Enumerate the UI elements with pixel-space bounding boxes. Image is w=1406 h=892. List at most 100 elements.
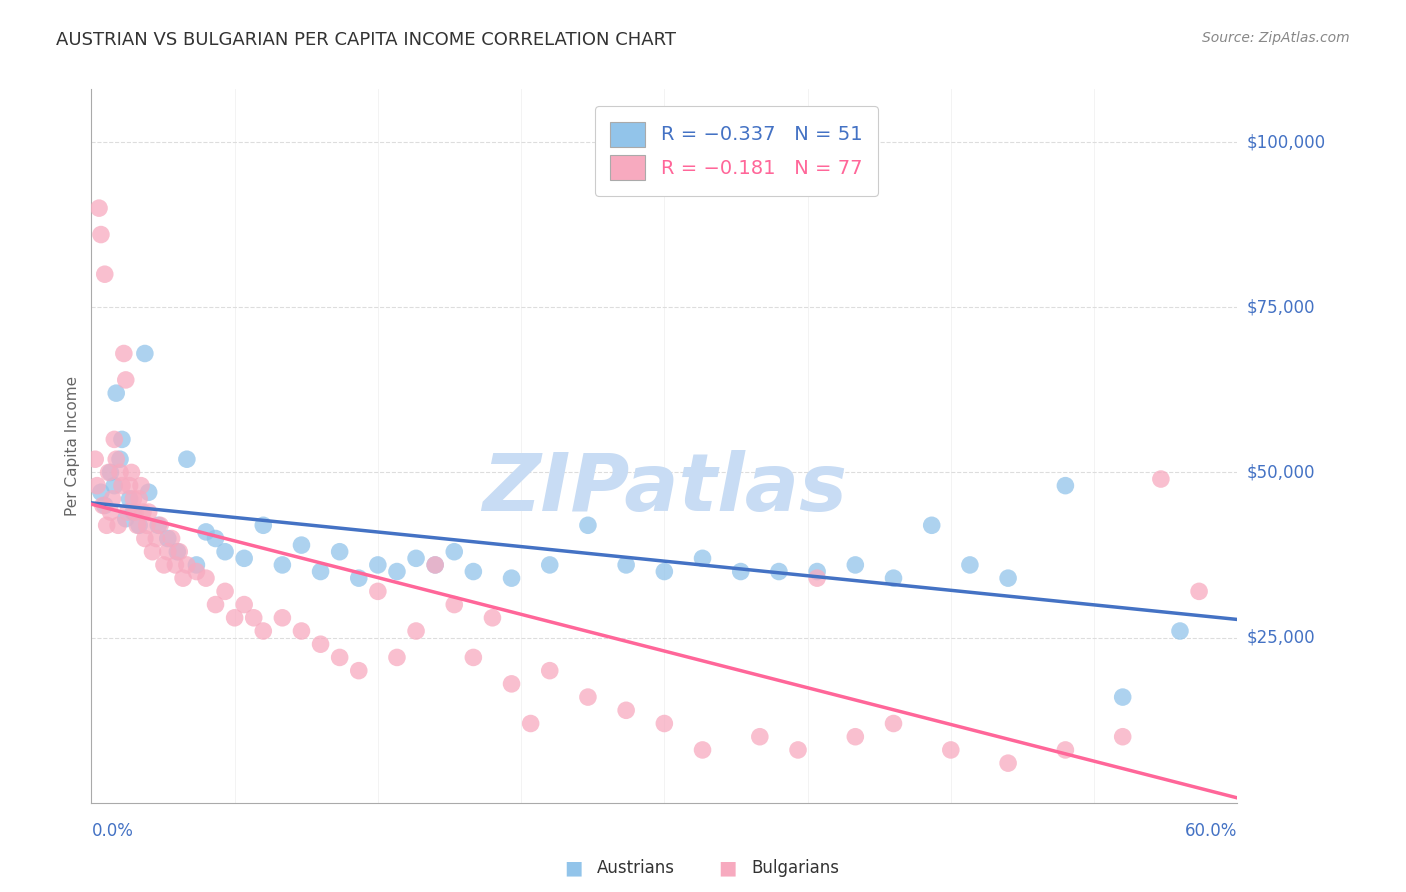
Point: [921, 518, 943, 533]
Point: [160, 532, 183, 546]
Point: [90, 485, 112, 500]
Point: [271, 558, 294, 572]
Point: [156, 545, 179, 559]
Point: [156, 532, 179, 546]
Point: [1188, 584, 1211, 599]
Point: [186, 558, 208, 572]
Point: [118, 478, 141, 492]
Point: [194, 524, 217, 539]
Text: ■: ■: [564, 858, 582, 878]
Point: [224, 611, 246, 625]
Point: [134, 346, 156, 360]
Text: Austrians: Austrians: [596, 859, 675, 877]
Point: [149, 518, 172, 533]
Point: [117, 505, 139, 519]
Point: [122, 505, 145, 519]
Point: [939, 743, 962, 757]
Point: [997, 756, 1019, 771]
Text: $50,000: $50,000: [1247, 464, 1316, 482]
Point: [233, 551, 256, 566]
Point: [214, 545, 236, 559]
Text: ■: ■: [718, 858, 737, 878]
Point: [91, 499, 114, 513]
Point: [129, 478, 152, 492]
Point: [97, 466, 120, 480]
Point: [204, 598, 226, 612]
Point: [443, 598, 465, 612]
Text: AUSTRIAN VS BULGARIAN PER CAPITA INCOME CORRELATION CHART: AUSTRIAN VS BULGARIAN PER CAPITA INCOME …: [56, 31, 676, 49]
Point: [806, 571, 828, 585]
Point: [122, 491, 145, 506]
Point: [128, 491, 150, 506]
Point: [1168, 624, 1191, 638]
Point: [385, 565, 408, 579]
Point: [108, 466, 131, 480]
Point: [153, 558, 176, 572]
Text: $100,000: $100,000: [1247, 133, 1326, 151]
Point: [141, 545, 163, 559]
Point: [127, 518, 149, 533]
Point: [111, 433, 134, 447]
Point: [148, 518, 170, 533]
Point: [132, 505, 155, 519]
Point: [94, 499, 117, 513]
Point: [652, 565, 675, 579]
Point: [692, 551, 714, 566]
Point: [501, 571, 523, 585]
Point: [176, 452, 198, 467]
Point: [844, 558, 866, 572]
Point: [730, 565, 752, 579]
Point: [271, 611, 294, 625]
Point: [844, 730, 866, 744]
Point: [882, 716, 904, 731]
Text: ZIPatlas: ZIPatlas: [482, 450, 846, 528]
Point: [614, 558, 637, 572]
Point: [538, 558, 561, 572]
Point: [443, 545, 465, 559]
Point: [309, 637, 332, 651]
Point: [347, 664, 370, 678]
Point: [501, 677, 523, 691]
Point: [94, 267, 117, 281]
Point: [652, 716, 675, 731]
Point: [806, 565, 828, 579]
Point: [423, 558, 446, 572]
Point: [367, 558, 389, 572]
Point: [1054, 478, 1077, 492]
Y-axis label: Per Capita Income: Per Capita Income: [65, 376, 80, 516]
Point: [252, 624, 274, 638]
Point: [100, 505, 122, 519]
Point: [748, 730, 770, 744]
Point: [481, 611, 503, 625]
Text: Source: ZipAtlas.com: Source: ZipAtlas.com: [1202, 31, 1350, 45]
Point: [997, 571, 1019, 585]
Point: [329, 650, 352, 665]
Point: [290, 624, 312, 638]
Point: [96, 518, 118, 533]
Point: [114, 511, 136, 525]
Point: [134, 532, 156, 546]
Point: [787, 743, 810, 757]
Point: [576, 690, 599, 704]
Point: [167, 545, 190, 559]
Point: [108, 452, 131, 467]
Point: [128, 518, 150, 533]
Point: [172, 571, 194, 585]
Point: [194, 571, 217, 585]
Point: [768, 565, 790, 579]
Point: [166, 545, 188, 559]
Point: [242, 611, 264, 625]
Legend: R = −0.337   N = 51, R = −0.181   N = 77: R = −0.337 N = 51, R = −0.181 N = 77: [595, 106, 879, 196]
Point: [233, 598, 256, 612]
Point: [186, 565, 208, 579]
Point: [112, 346, 135, 360]
Point: [1111, 730, 1133, 744]
Point: [176, 558, 198, 572]
Text: 60.0%: 60.0%: [1185, 822, 1237, 840]
Point: [1054, 743, 1077, 757]
Point: [882, 571, 904, 585]
Point: [124, 505, 146, 519]
Text: Bulgarians: Bulgarians: [751, 859, 839, 877]
Point: [204, 532, 226, 546]
Point: [114, 373, 136, 387]
